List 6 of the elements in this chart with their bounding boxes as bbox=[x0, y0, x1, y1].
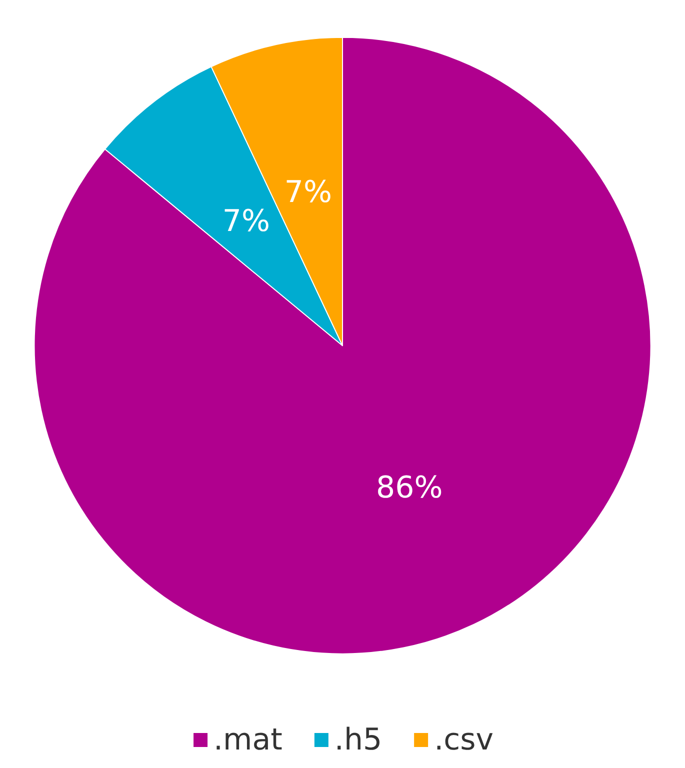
data-label: 7% bbox=[284, 174, 332, 210]
legend-label: .mat bbox=[214, 722, 283, 758]
legend-label: .csv bbox=[434, 722, 494, 758]
data-label: 7% bbox=[222, 204, 270, 239]
legend-label: .h5 bbox=[334, 722, 382, 758]
data-label: 86% bbox=[376, 470, 443, 506]
